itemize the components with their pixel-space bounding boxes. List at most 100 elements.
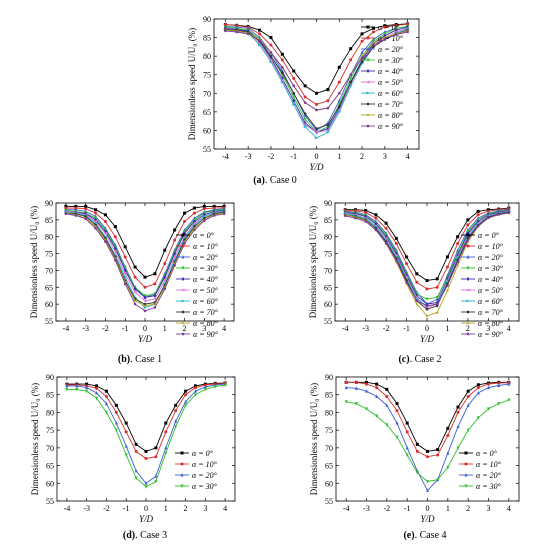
data-point — [395, 409, 399, 413]
data-point — [405, 262, 409, 266]
data-point — [173, 263, 177, 267]
data-point — [269, 43, 273, 47]
y-tick-label: 90 — [203, 15, 211, 24]
data-point — [425, 304, 429, 308]
y-axis-label: Dimensionless speed U/U₀ (%) — [309, 383, 319, 495]
data-point — [172, 261, 177, 266]
data-point — [181, 244, 185, 248]
x-tick-label: 1 — [445, 324, 449, 333]
data-point — [95, 396, 99, 401]
data-point — [466, 321, 470, 325]
y-tick-label: 75 — [324, 250, 332, 259]
chart-panel-3: 55 60 65 70 75 80 85 90 -4 -3 -2 -1 0 1 2 3 4 Y/D Dimensio… — [308, 199, 520, 365]
data-point — [103, 231, 107, 235]
data-point — [163, 287, 167, 291]
data-point — [292, 95, 296, 99]
x-tick-label: 2 — [466, 504, 470, 513]
data-point — [143, 299, 147, 303]
series-10° — [344, 380, 511, 459]
data-point — [354, 402, 358, 406]
y-tick-label: 85 — [324, 216, 332, 225]
data-point — [181, 233, 185, 237]
data-point — [349, 84, 353, 88]
data-point — [153, 282, 157, 286]
data-point — [144, 456, 148, 460]
x-tick-label: 3 — [202, 324, 206, 333]
y-axis-label: Dimensionless speed U/U₀ (%) — [29, 206, 39, 318]
data-point — [315, 102, 318, 106]
data-point — [181, 288, 185, 292]
caption-text: . Case 3 — [135, 530, 167, 541]
y-tick-label: 80 — [203, 52, 211, 61]
data-point — [435, 277, 439, 281]
data-point — [337, 91, 341, 95]
data-point — [455, 263, 460, 267]
data-point — [466, 310, 470, 314]
data-point — [466, 218, 470, 222]
data-point — [366, 80, 370, 84]
y-tick-label: 90 — [46, 373, 54, 382]
legend-label: α = 90° — [378, 122, 404, 131]
data-point — [466, 238, 470, 242]
data-point — [292, 102, 296, 106]
data-point — [280, 80, 285, 84]
data-point — [405, 453, 409, 457]
x-tick-label: 4 — [507, 324, 511, 333]
legend-label: α = 20° — [193, 253, 219, 262]
y-tick-label: 75 — [203, 71, 211, 80]
x-tick-label: -2 — [268, 152, 275, 161]
y-tick-label: 85 — [46, 391, 54, 400]
data-point — [181, 310, 185, 314]
data-point — [143, 304, 147, 308]
data-point — [246, 32, 250, 36]
legend-label: α = 40° — [193, 275, 219, 284]
data-point — [164, 421, 168, 425]
series-30° — [344, 398, 511, 484]
data-point — [366, 36, 370, 40]
legend-label: α = 10° — [476, 460, 502, 469]
data-point — [365, 389, 368, 393]
y-tick-label: 65 — [203, 108, 211, 117]
data-point — [152, 297, 157, 301]
y-tick-label: 55 — [45, 317, 53, 326]
data-point — [163, 285, 167, 289]
data-point — [104, 401, 108, 406]
data-point — [456, 248, 460, 252]
x-tick-label: -1 — [122, 324, 129, 333]
data-point — [303, 84, 307, 88]
data-point — [85, 382, 89, 386]
data-point — [114, 410, 118, 414]
data-point — [153, 306, 157, 309]
data-point — [75, 383, 79, 388]
data-point — [292, 91, 296, 95]
legend-label: α = 20° — [478, 253, 504, 262]
data-point — [326, 123, 330, 127]
data-point — [192, 211, 196, 215]
y-tick-label: 65 — [324, 283, 332, 292]
data-point — [507, 398, 511, 403]
series-line — [346, 381, 509, 452]
data-point — [349, 76, 353, 81]
data-point — [415, 302, 419, 306]
data-point — [507, 382, 511, 386]
data-point — [446, 465, 450, 470]
data-point — [193, 228, 196, 232]
data-point — [497, 402, 501, 406]
y-tick-label: 90 — [325, 373, 333, 382]
data-point — [65, 387, 69, 392]
data-point — [212, 204, 216, 208]
data-point — [258, 39, 261, 42]
data-point — [134, 468, 138, 473]
data-point — [180, 484, 184, 488]
data-point — [466, 266, 470, 270]
data-point — [85, 385, 89, 390]
data-point — [183, 220, 187, 224]
legend-label: α = 90° — [478, 330, 504, 339]
data-point — [425, 297, 429, 302]
x-tick-label: -4 — [222, 152, 229, 161]
x-tick-label: 4 — [507, 504, 511, 513]
data-point — [104, 389, 108, 393]
y-tick-label: 65 — [46, 462, 54, 471]
data-point — [466, 394, 470, 398]
series-0° — [344, 380, 511, 453]
